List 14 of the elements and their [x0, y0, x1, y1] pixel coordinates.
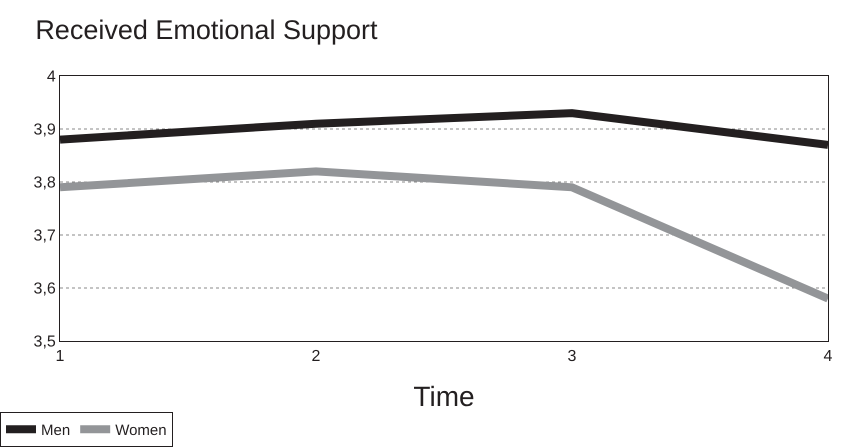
x-tick-label: 3: [568, 348, 577, 366]
x-axis-title: Time: [413, 381, 475, 412]
y-tick-label: 3,5: [34, 334, 56, 351]
legend-label: Women: [115, 422, 167, 440]
chart-title: Received Emotional Support: [35, 15, 378, 46]
y-tick-label: 3,7: [34, 228, 56, 245]
y-tick-label: 4: [46, 68, 56, 86]
x-tick-label: 2: [312, 348, 321, 366]
y-tick-label: 3,9: [34, 122, 56, 139]
x-tick-label: 4: [824, 348, 833, 366]
legend-label: Men: [41, 422, 70, 440]
x-tick-label: 1: [56, 348, 65, 366]
y-tick-label: 3,6: [34, 280, 56, 298]
y-tick-label: 3,8: [34, 174, 56, 192]
